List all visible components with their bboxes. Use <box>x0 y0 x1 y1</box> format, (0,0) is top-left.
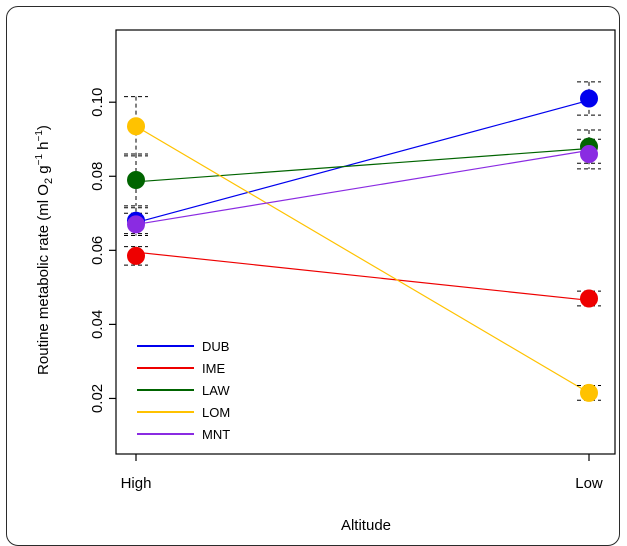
series-lines <box>135 99 590 394</box>
x-axis-title: Altitude <box>341 517 391 534</box>
plot-area-border <box>115 29 616 455</box>
x-axis: High Low <box>121 454 603 492</box>
series-line-ime <box>135 251 590 301</box>
y-axis: 0.02 0.04 0.06 0.08 0.10 <box>89 88 116 413</box>
y-tick-label: 0.04 <box>89 310 106 339</box>
chart: 0.02 0.04 0.06 0.08 0.10 High Low DUB IME LAW LO… <box>34 29 616 534</box>
legend: DUB IME LAW LOM MNT <box>137 339 230 442</box>
y-tick-label: 0.02 <box>89 384 106 413</box>
series-line-lom <box>135 125 590 394</box>
legend-label-mnt: MNT <box>202 427 230 442</box>
data-point-ime-low <box>580 289 598 308</box>
y-tick-label: 0.08 <box>89 162 106 191</box>
series-line-law <box>135 147 590 183</box>
series-line-mnt <box>135 149 590 226</box>
y-axis-title: Routine metabolic rate (ml O2 g−1 h−1) <box>34 125 55 375</box>
error-bars <box>124 81 601 401</box>
data-point-mnt-high <box>127 215 145 234</box>
legend-label-law: LAW <box>202 383 230 398</box>
x-tick-label: High <box>121 475 152 492</box>
legend-label-dub: DUB <box>202 339 229 354</box>
data-point-ime-high <box>127 246 145 265</box>
legend-label-ime: IME <box>202 361 225 376</box>
data-point-lom-high <box>127 117 145 136</box>
series-line-dub <box>135 99 590 224</box>
data-point-mnt-low <box>580 145 598 164</box>
data-point-lom-low <box>580 383 598 402</box>
y-tick-label: 0.10 <box>89 88 106 117</box>
data-markers <box>127 89 598 402</box>
y-tick-label: 0.06 <box>89 236 106 265</box>
data-point-dub-low <box>580 89 598 108</box>
error-bar-law <box>124 153 148 207</box>
legend-label-lom: LOM <box>202 405 230 420</box>
data-point-law-high <box>127 170 145 189</box>
x-tick-label: Low <box>575 475 603 492</box>
